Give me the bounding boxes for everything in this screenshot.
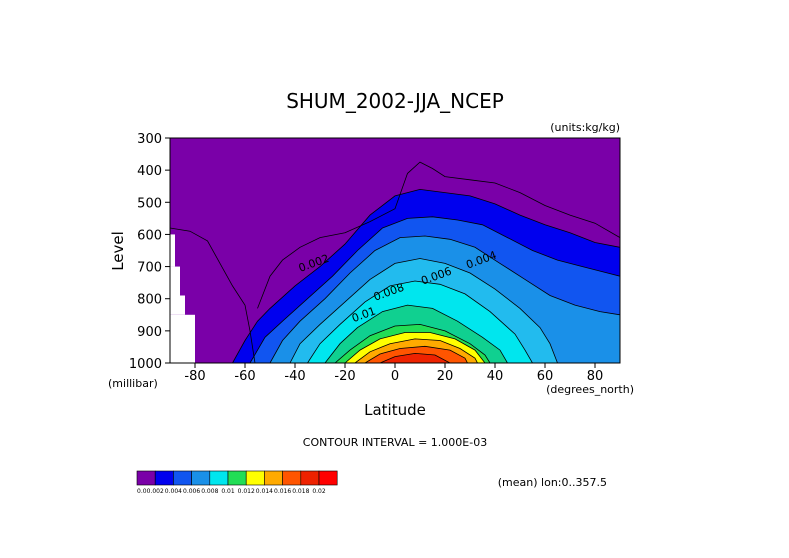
colorbar-swatch bbox=[245, 470, 265, 486]
colorbar-label: 0.016 bbox=[274, 488, 291, 495]
mean-note: (mean) lon:0..357.5 bbox=[498, 476, 607, 489]
x-tick-label: 60 bbox=[537, 369, 554, 384]
colorbar-label: 0.006 bbox=[183, 488, 200, 495]
missing-data-block bbox=[170, 234, 175, 267]
x-tick-label: -60 bbox=[234, 369, 255, 384]
y-tick-label: 900 bbox=[137, 325, 162, 340]
contour-line-outer bbox=[170, 227, 256, 363]
x-unit-label: (degrees_north) bbox=[546, 383, 634, 396]
y-tick-label: 300 bbox=[137, 132, 162, 147]
colorbar-label: 0.018 bbox=[292, 488, 309, 495]
colorbar-swatch bbox=[282, 470, 302, 486]
x-tick-label: -40 bbox=[284, 369, 305, 384]
x-tick-label: 20 bbox=[437, 369, 454, 384]
colorbar-swatch bbox=[154, 470, 174, 486]
missing-data-block bbox=[170, 295, 185, 315]
colorbar-label: 0.01 bbox=[221, 488, 235, 495]
colorbar-label: 0.004 bbox=[165, 488, 182, 495]
colorbar-label: 0.014 bbox=[256, 488, 273, 495]
colorbar-swatch bbox=[264, 470, 283, 486]
x-tick-label: -80 bbox=[184, 369, 205, 384]
y-tick-label: 400 bbox=[137, 164, 162, 179]
chart-title: SHUM_2002-JJA_NCEP bbox=[286, 89, 504, 113]
colorbar: 0.0 0.002 0.004 0.006 0.008 0.01 0.012 0.014 0.0… bbox=[136, 470, 338, 495]
y-unit-label: (millibar) bbox=[108, 377, 158, 390]
y-tick-label: 800 bbox=[137, 293, 162, 308]
missing-data-block bbox=[170, 266, 180, 296]
y-tick-label: 700 bbox=[137, 261, 162, 276]
x-tick-label: -20 bbox=[334, 369, 355, 384]
x-tick-label: 0 bbox=[391, 369, 399, 384]
x-axis-title: Latitude bbox=[364, 401, 426, 419]
y-axis-title: Level bbox=[109, 231, 127, 271]
colorbar-swatch bbox=[191, 470, 211, 486]
colorbar-swatch bbox=[136, 470, 156, 486]
y-tick-label: 1000 bbox=[129, 357, 162, 372]
colorbar-label: 0.012 bbox=[238, 488, 255, 495]
y-tick-label: 600 bbox=[137, 228, 162, 243]
colorbar-label: 0.008 bbox=[201, 488, 218, 495]
colorbar-swatch bbox=[209, 470, 229, 486]
colorbar-label: 0.02 bbox=[312, 488, 326, 495]
x-axis: -80 -60 -40 -20 0 20 40 60 80 bbox=[184, 363, 603, 384]
colorbar-swatch bbox=[173, 470, 192, 486]
colorbar-swatch bbox=[318, 470, 338, 486]
colorbar-swatch bbox=[300, 470, 320, 486]
colorbar-label: 0.002 bbox=[147, 488, 164, 495]
missing-data-block bbox=[170, 314, 195, 363]
colorbar-label: 0.0 bbox=[137, 488, 147, 495]
y-axis: 300 400 500 600 700 800 900 1000 bbox=[129, 132, 170, 372]
contour-level-10 bbox=[379, 352, 451, 363]
x-tick-label: 80 bbox=[587, 369, 604, 384]
x-tick-label: 40 bbox=[487, 369, 504, 384]
units-label: (units:kg/kg) bbox=[550, 121, 620, 134]
contour-interval-label: CONTOUR INTERVAL = 1.000E-03 bbox=[303, 436, 487, 449]
contour-line-0001 bbox=[257, 161, 620, 309]
y-tick-label: 500 bbox=[137, 196, 162, 211]
colorbar-swatch bbox=[227, 470, 247, 486]
